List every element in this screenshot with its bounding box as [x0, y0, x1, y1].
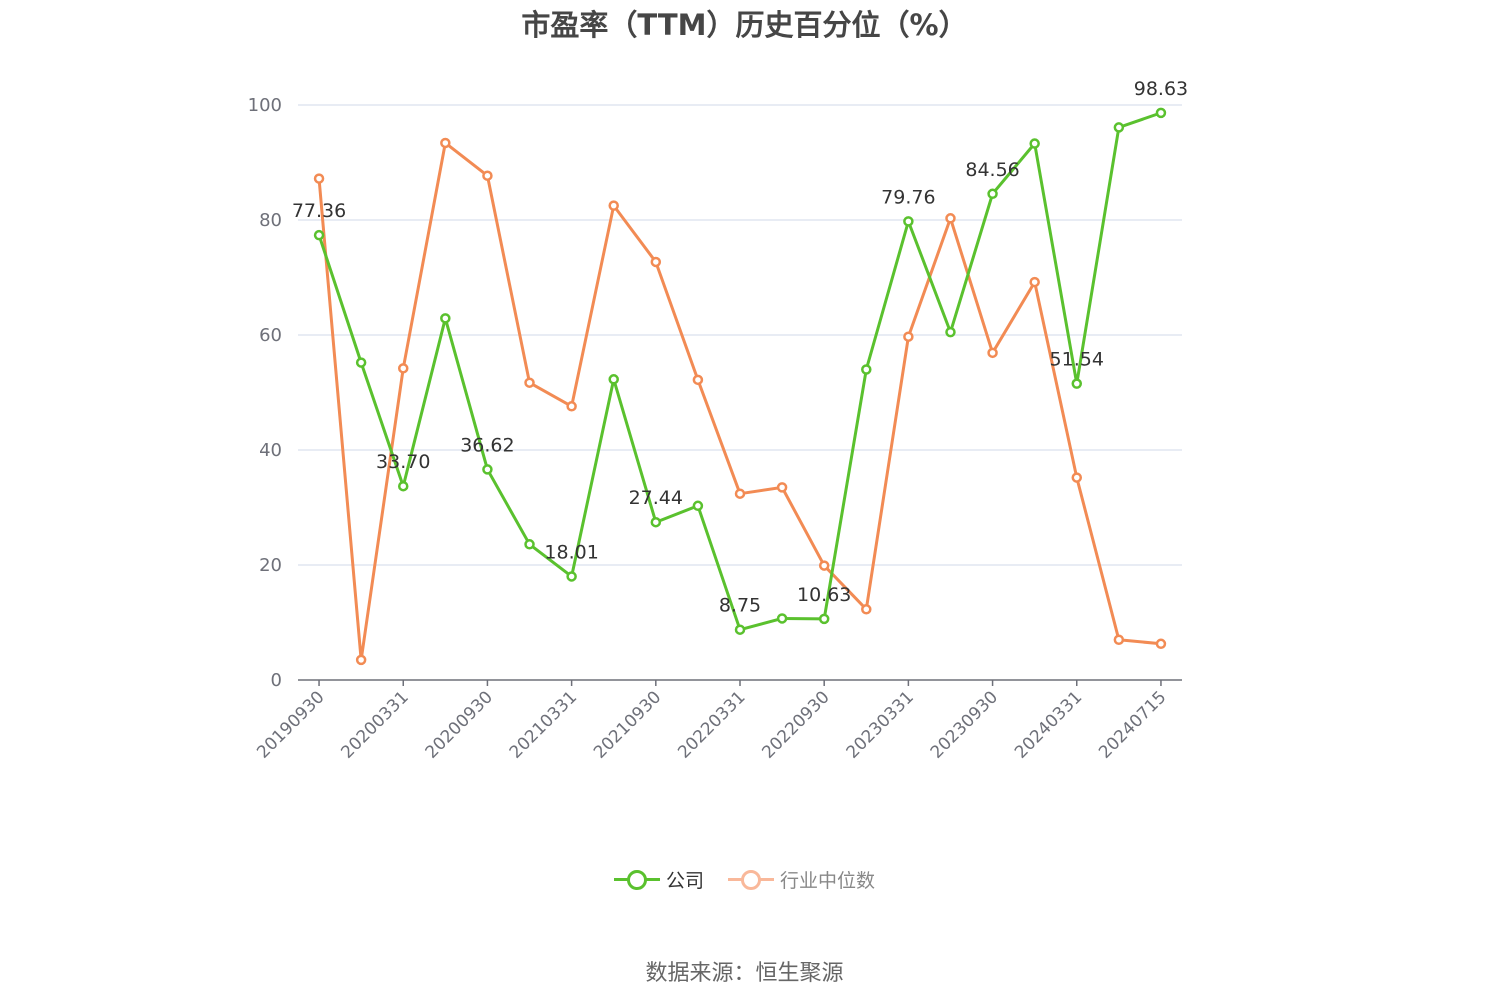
x-tick-label: 20200930	[422, 687, 497, 762]
x-tick-label: 20200331	[337, 687, 412, 762]
x-tick-label: 20210930	[590, 687, 665, 762]
legend: 公司 行业中位数	[0, 866, 1489, 893]
company-point[interactable]	[734, 624, 746, 635]
industry-point[interactable]	[355, 654, 367, 666]
legend-item-company[interactable]: 公司	[613, 866, 704, 893]
industry-point[interactable]	[818, 560, 830, 571]
industry-point[interactable]	[566, 401, 577, 412]
company-point[interactable]	[524, 539, 535, 550]
x-tick-label: 20240715	[1095, 687, 1170, 762]
company-point[interactable]	[650, 516, 662, 528]
industry-point[interactable]	[692, 374, 704, 386]
company-point[interactable]	[1155, 107, 1167, 119]
x-tick-label: 20210331	[506, 687, 581, 762]
company-data-label: 18.01	[544, 541, 598, 563]
y-tick-label: 80	[259, 210, 282, 231]
series-group	[313, 107, 1167, 666]
industry-point[interactable]	[313, 173, 325, 184]
y-tick-label: 100	[248, 95, 282, 116]
industry-point[interactable]	[903, 331, 914, 342]
x-axis: 20190930 20200331 20200930 20210331 20210930…	[253, 679, 1182, 763]
company-point[interactable]	[903, 216, 914, 227]
company-point[interactable]	[776, 613, 788, 624]
industry-point[interactable]	[482, 170, 493, 181]
company-data-label: 27.44	[629, 487, 683, 509]
company-point[interactable]	[1071, 378, 1083, 389]
industry-point[interactable]	[1029, 276, 1040, 288]
legend-industry-label: 行业中位数	[780, 870, 876, 892]
x-tick-label: 20240331	[1011, 687, 1086, 762]
company-series-line	[317, 111, 1162, 632]
company-point[interactable]	[482, 464, 493, 475]
y-tick-label: 60	[259, 325, 282, 346]
data-labels: 77.36 33.70 36.62 18.01 27.44 8.75 10.63 79.76 8…	[292, 78, 1188, 617]
company-point[interactable]	[1113, 122, 1125, 133]
industry-point[interactable]	[608, 200, 619, 211]
x-tick-label: 20190930	[253, 687, 328, 762]
y-axis: 0 20 40 60 80 100	[248, 95, 282, 691]
company-point[interactable]	[945, 326, 956, 338]
industry-point[interactable]	[1071, 472, 1083, 483]
company-point[interactable]	[608, 374, 619, 385]
company-point[interactable]	[861, 364, 872, 375]
industry-point[interactable]	[1113, 634, 1125, 645]
company-data-label: 51.54	[1050, 349, 1104, 371]
company-point[interactable]	[440, 313, 451, 324]
legend-company-symbol-icon	[613, 869, 660, 891]
company-data-label: 33.70	[376, 451, 430, 473]
company-point[interactable]	[566, 571, 577, 582]
grid-lines	[298, 104, 1182, 566]
company-point[interactable]	[987, 188, 998, 200]
industry-point[interactable]	[397, 363, 409, 374]
y-tick-label: 0	[271, 670, 282, 691]
company-data-label: 79.76	[881, 186, 935, 208]
company-data-label: 77.36	[292, 200, 346, 222]
industry-point[interactable]	[524, 377, 535, 388]
company-data-label: 98.63	[1134, 78, 1188, 100]
y-tick-label: 40	[259, 440, 282, 461]
y-tick-label: 20	[259, 555, 282, 576]
legend-industry-symbol-icon	[728, 869, 774, 891]
company-point[interactable]	[818, 613, 830, 625]
legend-item-industry[interactable]: 行业中位数	[728, 866, 875, 893]
company-data-label: 84.56	[965, 159, 1019, 181]
legend-company-label: 公司	[665, 870, 704, 892]
chart-title: 市盈率（TTM）历史百分位（%）	[521, 8, 968, 42]
company-data-label: 36.62	[460, 434, 514, 456]
company-point[interactable]	[1029, 138, 1040, 149]
x-tick-label: 20230331	[843, 687, 918, 762]
industry-point[interactable]	[861, 604, 872, 615]
x-tick-label: 20220930	[758, 687, 833, 762]
data-source: 数据来源：恒生聚源	[645, 961, 844, 986]
x-tick-label: 20230930	[927, 687, 1002, 762]
company-data-label: 8.75	[719, 595, 761, 617]
company-data-label: 10.63	[797, 584, 851, 606]
industry-point[interactable]	[776, 482, 788, 493]
industry-point[interactable]	[734, 488, 746, 499]
industry-point[interactable]	[440, 137, 451, 149]
company-point[interactable]	[692, 500, 704, 512]
industry-point[interactable]	[1155, 638, 1167, 650]
industry-point[interactable]	[987, 347, 998, 359]
x-tick-label: 20220331	[674, 687, 749, 762]
company-point[interactable]	[397, 480, 409, 492]
company-point[interactable]	[355, 357, 367, 368]
company-point[interactable]	[313, 229, 325, 241]
industry-point[interactable]	[945, 213, 956, 224]
industry-point[interactable]	[650, 256, 662, 268]
